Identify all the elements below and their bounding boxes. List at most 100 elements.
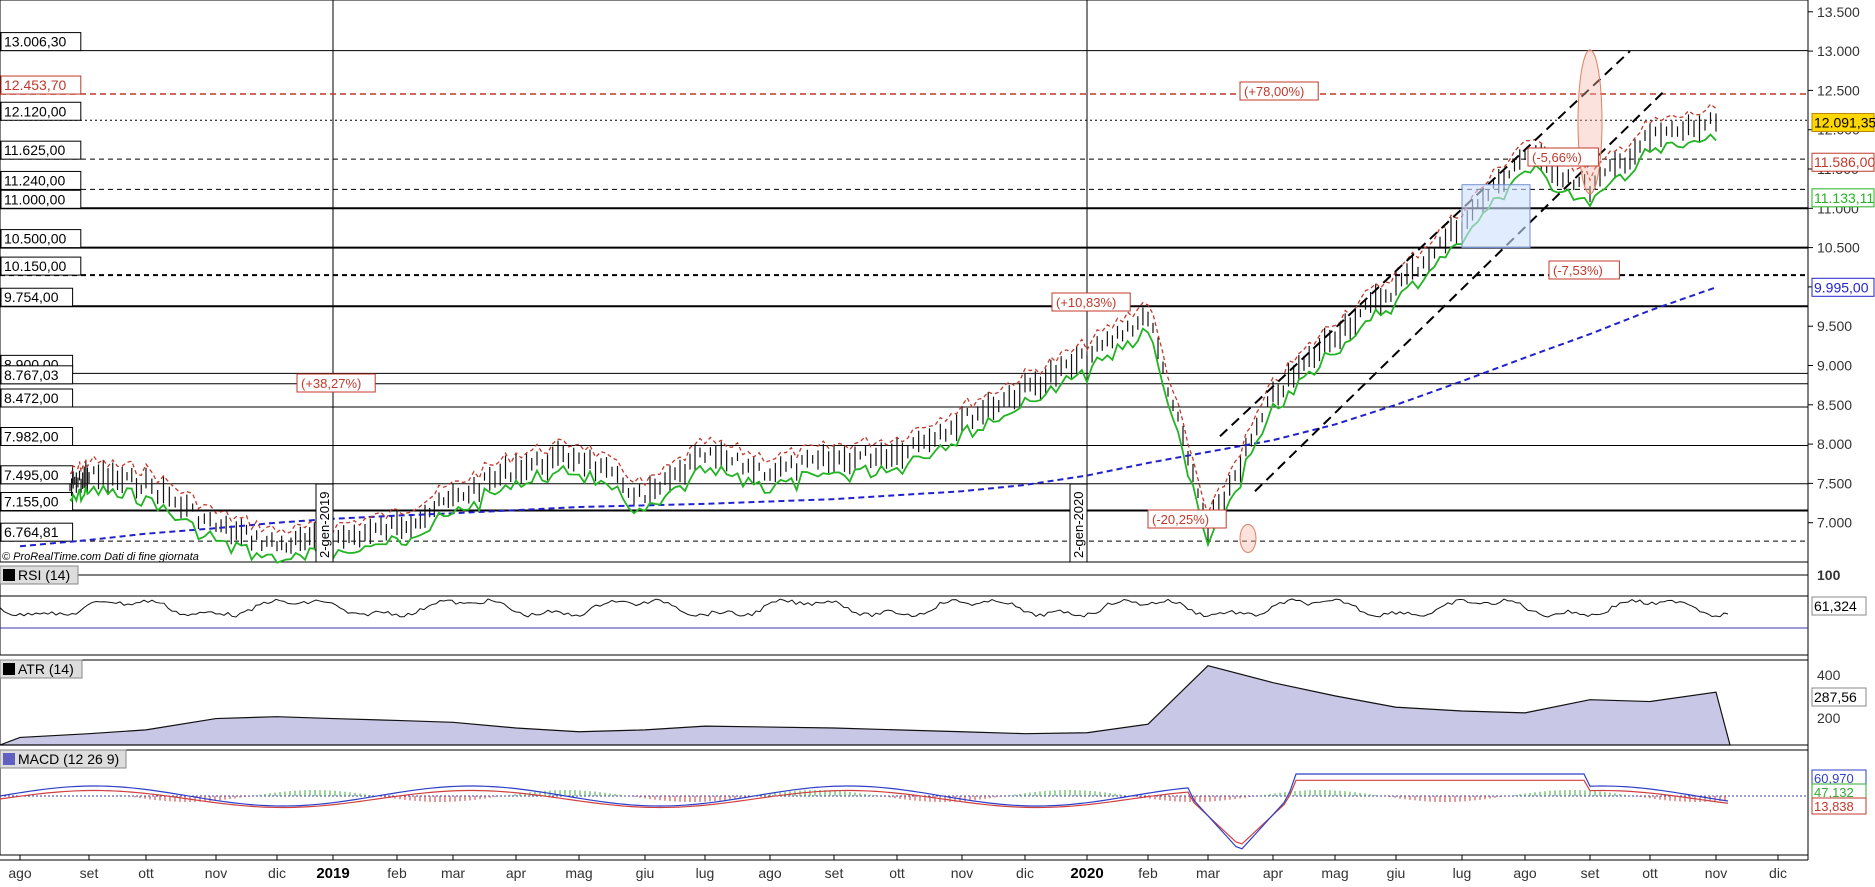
x-tick-label: lug [696, 865, 715, 881]
x-tick-label: dic [1769, 865, 1787, 881]
x-tick-label: ott [1642, 865, 1658, 881]
x-tick-label: ott [889, 865, 905, 881]
level-label: 11.625,00 [4, 142, 65, 158]
pct-annotation-box [296, 373, 376, 393]
x-tick-label: set [80, 865, 99, 881]
price-tick-label: 12.500 [1817, 82, 1860, 98]
highlight-top [1577, 49, 1603, 195]
x-tick-label: mag [1321, 865, 1348, 881]
date-marker-box [1069, 483, 1088, 563]
level-label: 7.495,00 [4, 467, 59, 483]
price-tick-label: 13.500 [1817, 4, 1860, 20]
x-tick-label: lug [1453, 865, 1472, 881]
x-tick-label: nov [951, 865, 974, 881]
last-value-label: 9.995,00 [1814, 279, 1869, 295]
rsi-last-value: 61,324 [1814, 598, 1857, 614]
x-tick-label: mar [441, 865, 465, 881]
level-label: 6.764,81 [4, 524, 59, 540]
macd-panel-frame [0, 749, 1809, 856]
pct-annotation-box [1239, 81, 1319, 101]
pct-annotation-box [1548, 260, 1620, 280]
rsi-legend-box [0, 565, 79, 585]
macd-legend: MACD (12 26 9) [18, 751, 119, 767]
level-label-box [0, 75, 82, 95]
rsi-last-box [1811, 596, 1867, 616]
x-tick-label: mag [565, 865, 592, 881]
pct-annotation-box [1051, 292, 1131, 312]
channel-upper [1219, 50, 1631, 437]
last-value-label: 11.586,00 [1814, 154, 1875, 170]
last-value-label: 11.133,11 [1814, 190, 1874, 206]
x-tick-label: apr [1263, 865, 1284, 881]
date-marker-label: 2-gen-2020 [1071, 492, 1086, 559]
atr-legend-box [0, 659, 83, 679]
rsi-panel-frame [0, 574, 1809, 656]
x-tick-label: giu [636, 865, 655, 881]
consolidation-box [1461, 184, 1531, 249]
level-label: 8.767,03 [4, 367, 59, 383]
level-label: 12.453,70 [4, 77, 66, 93]
atr-tick-200: 200 [1817, 710, 1841, 726]
support-line [69, 133, 1717, 564]
x-tick-label: mar [1196, 865, 1220, 881]
price-tick-label: 7.000 [1817, 515, 1852, 531]
sma-200-line [19, 286, 1717, 548]
macd-legend-box [0, 749, 127, 769]
x-tick-label: dic [1016, 865, 1034, 881]
level-label: 9.754,00 [4, 289, 59, 305]
last-value-box [1811, 277, 1875, 297]
level-label: 10.500,00 [4, 231, 66, 247]
x-tick-label: 2019 [316, 865, 349, 882]
last-value-box [1811, 113, 1875, 133]
last-value-label: 12.091,35 [1814, 115, 1875, 131]
x-tick-label: ott [138, 865, 154, 881]
x-tick-label: feb [387, 865, 407, 881]
pct-annotation-box [1527, 147, 1599, 167]
level-label-box [0, 492, 74, 512]
macd-last-value: 60,970 [1814, 771, 1854, 786]
rsi-tick-label: 100 [1817, 567, 1841, 583]
date-marker-label: 2-gen-2019 [317, 492, 332, 559]
level-label: 11.240,00 [4, 172, 65, 188]
price-tick-label: 9.000 [1817, 357, 1852, 373]
macd-signal-line [0, 779, 1729, 845]
x-tick-label: apr [506, 865, 527, 881]
atr-area [0, 665, 1731, 746]
price-tick-label: 8.000 [1817, 436, 1852, 452]
level-label: 7.155,00 [4, 494, 59, 510]
channel-lower [1254, 89, 1666, 492]
pct-annotation-box [1147, 509, 1227, 529]
price-tick-label: 9.500 [1817, 318, 1852, 334]
highlight-bottom [1239, 523, 1257, 553]
x-tick-label: ago [758, 865, 782, 881]
pct-annotation: (+38,27%) [301, 376, 361, 391]
atr-legend: ATR (14) [18, 661, 74, 677]
x-tick-label: ago [8, 865, 32, 881]
level-label-box [0, 32, 82, 52]
atr-last-box [1811, 687, 1867, 707]
price-tick-label: 10.500 [1817, 240, 1860, 256]
x-tick-label: nov [205, 865, 228, 881]
atr-tick-400: 400 [1817, 667, 1841, 683]
level-label-box [0, 427, 74, 447]
level-label-box [0, 256, 82, 276]
rsi-legend: RSI (14) [18, 567, 70, 583]
pct-annotation: (-7,53%) [1553, 263, 1603, 278]
level-label-box [0, 229, 82, 249]
x-tick-label: set [825, 865, 844, 881]
macd-last-value: 13,838 [1814, 799, 1854, 814]
rsi-color-swatch [3, 569, 15, 581]
pct-annotation: (-5,66%) [1532, 150, 1582, 165]
level-label: 8.472,00 [4, 390, 59, 406]
level-label-box [0, 388, 74, 408]
x-tick-label: nov [1705, 865, 1728, 881]
price-panel-frame [0, 0, 1809, 563]
x-tick-label: set [1581, 865, 1600, 881]
level-label-box [0, 365, 74, 385]
rsi-line [0, 598, 1729, 618]
pct-annotation: (+78,00%) [1244, 84, 1304, 99]
last-value-box [1811, 188, 1875, 208]
macd-color-swatch [3, 753, 15, 765]
